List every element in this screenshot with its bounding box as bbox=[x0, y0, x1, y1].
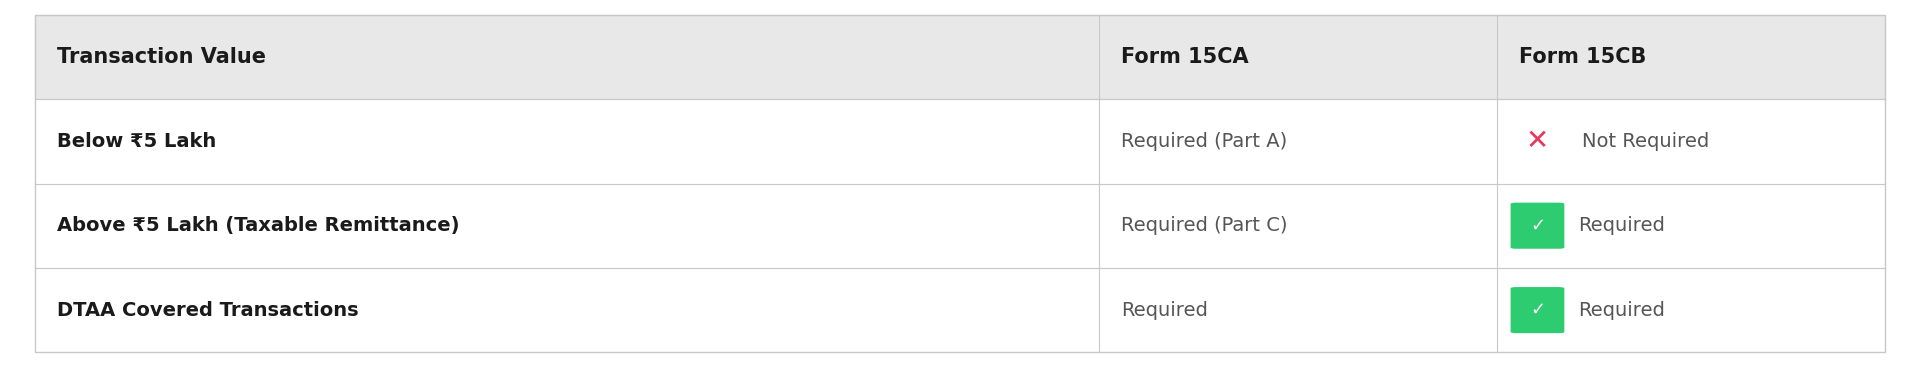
Text: Required: Required bbox=[1578, 301, 1665, 320]
Text: Required: Required bbox=[1578, 216, 1665, 235]
Text: Below ₹5 Lakh: Below ₹5 Lakh bbox=[58, 132, 217, 151]
Text: Form 15CB: Form 15CB bbox=[1519, 47, 1645, 67]
FancyBboxPatch shape bbox=[1511, 287, 1565, 333]
FancyBboxPatch shape bbox=[35, 184, 1885, 268]
Text: Required (Part A): Required (Part A) bbox=[1121, 132, 1286, 151]
FancyBboxPatch shape bbox=[1511, 203, 1565, 249]
FancyBboxPatch shape bbox=[35, 99, 1885, 184]
Text: Required (Part C): Required (Part C) bbox=[1121, 216, 1288, 235]
Text: Transaction Value: Transaction Value bbox=[58, 47, 265, 67]
Text: ✓: ✓ bbox=[1530, 301, 1546, 319]
Text: Form 15CA: Form 15CA bbox=[1121, 47, 1248, 67]
FancyBboxPatch shape bbox=[35, 268, 1885, 352]
Text: ✕: ✕ bbox=[1526, 127, 1549, 155]
FancyBboxPatch shape bbox=[35, 15, 1885, 99]
Text: Not Required: Not Required bbox=[1582, 132, 1709, 151]
Text: Required: Required bbox=[1121, 301, 1208, 320]
Text: ✓: ✓ bbox=[1530, 217, 1546, 235]
Text: DTAA Covered Transactions: DTAA Covered Transactions bbox=[58, 301, 359, 320]
Text: Above ₹5 Lakh (Taxable Remittance): Above ₹5 Lakh (Taxable Remittance) bbox=[58, 216, 459, 235]
